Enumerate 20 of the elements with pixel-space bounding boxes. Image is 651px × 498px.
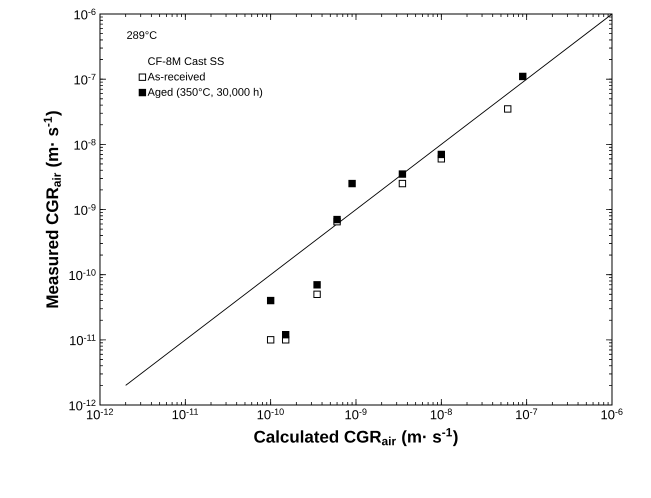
- legend-label: Aged (350°C, 30,000 h): [148, 88, 262, 98]
- y-tick-label: 10$^{-9}$: [74, 204, 96, 215]
- y-tick-label: 10$^{-7}$: [74, 74, 96, 85]
- y-tick-label: 10$^{-8}$: [74, 138, 96, 150]
- x-tick-label: 10$^{-11}$: [172, 408, 198, 420]
- y-tick-label: 10$^{-10}$: [69, 269, 96, 280]
- x-tick-label: 10$^{-9}$: [345, 408, 367, 420]
- x-tick-label: 10$^{-10}$: [258, 408, 284, 420]
- legend-title: CF-8M Cast SS: [148, 57, 224, 66]
- x-tick-label: 10$^{-7}$: [516, 408, 538, 420]
- y-axis-title: Measured CGR$_{air}$ (m· s$^{-1}$): [44, 111, 62, 308]
- x-axis-title: Calculated CGR$_{air}$ (m· s$^{-1}$): [254, 428, 458, 446]
- legend-label: As-received: [148, 72, 205, 80]
- x-tick-label: 10$^{-6}$: [601, 408, 623, 420]
- y-tick-label: 10$^{-6}$: [74, 8, 96, 20]
- x-tick-label: 10$^{-8}$: [430, 408, 452, 420]
- y-tick-label: 10$^{-12}$: [69, 400, 96, 410]
- annotation: 289°C: [127, 31, 157, 39]
- x-tick-label: 10$^{-12}$: [86, 408, 114, 420]
- y-tick-label: 10$^{-11}$: [70, 334, 96, 346]
